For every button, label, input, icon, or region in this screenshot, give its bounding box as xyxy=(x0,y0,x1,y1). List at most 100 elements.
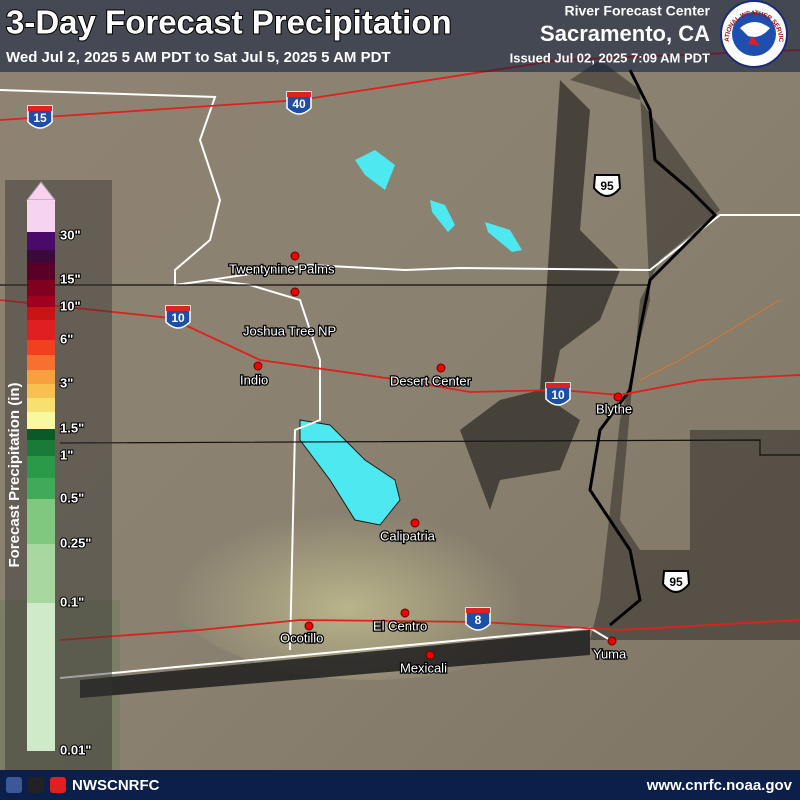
legend-label: 6" xyxy=(60,331,73,346)
color-block xyxy=(27,200,55,232)
place-label: Indio xyxy=(240,372,268,387)
place-dot xyxy=(290,287,300,297)
legend-label: 10" xyxy=(60,298,81,313)
office-line: River Forecast Center xyxy=(564,3,710,19)
period: Wed Jul 2, 2025 5 AM PDT to Sat Jul 5, 2… xyxy=(6,49,391,66)
highway-number: 8 xyxy=(475,613,482,627)
color-block xyxy=(27,440,55,456)
legend-label: 30" xyxy=(60,227,81,242)
x-icon[interactable] xyxy=(28,777,44,793)
place-label: Yuma xyxy=(593,646,627,661)
place-dot xyxy=(436,363,446,373)
us-shield xyxy=(661,570,691,593)
interstate-cap xyxy=(28,106,52,111)
color-block xyxy=(27,296,55,307)
color-block xyxy=(27,280,55,296)
highway-number: 40 xyxy=(292,97,306,111)
places: Twentynine Palms Joshua Tree NP Indio Deser… xyxy=(228,251,633,677)
place-dot xyxy=(613,392,623,402)
highway xyxy=(0,299,800,396)
interstate-cap xyxy=(166,306,190,311)
legend-title: Forecast Precipitation (in) xyxy=(6,382,23,567)
website: www.cnrfc.noaa.gov xyxy=(646,777,793,794)
highway-number: 95 xyxy=(600,179,614,193)
interstate-shield xyxy=(165,305,191,329)
interstate-cap xyxy=(546,383,570,388)
place-dot xyxy=(607,636,617,646)
interstate-shield xyxy=(286,91,312,115)
color-block xyxy=(27,370,55,384)
place-label: Desert Center xyxy=(390,373,472,388)
legend-label: 3" xyxy=(60,375,73,390)
color-block xyxy=(27,232,55,250)
place-label: El Centro xyxy=(373,618,427,633)
color-block xyxy=(27,340,55,355)
place-dot xyxy=(290,251,300,261)
shadow-ridge xyxy=(460,80,620,510)
mexico-strip xyxy=(80,630,590,698)
highway-number: 10 xyxy=(551,388,565,402)
color-block xyxy=(27,384,55,398)
highway-number: 10 xyxy=(171,311,185,325)
color-block xyxy=(27,603,55,751)
interstate-cap xyxy=(466,608,490,613)
legend-panel xyxy=(5,180,112,770)
legend-label: 0.1" xyxy=(60,594,84,609)
color-block xyxy=(27,456,55,478)
title: 3-Day Forecast Precipitation xyxy=(6,4,452,41)
color-block xyxy=(27,499,55,544)
legend-label: 0.25" xyxy=(60,535,91,550)
color-block xyxy=(27,429,55,440)
interstate-shield xyxy=(465,607,491,631)
county-line xyxy=(209,214,800,281)
color-block xyxy=(27,478,55,499)
county-line xyxy=(0,89,321,651)
place-label: Twentynine Palms xyxy=(229,261,335,276)
highway-shields: 15 40 10 10 95 95 8 xyxy=(27,91,691,631)
color-block xyxy=(27,355,55,370)
youtube-icon[interactable] xyxy=(50,777,66,793)
color-block xyxy=(27,544,55,603)
office-name: Sacramento, CA xyxy=(540,21,710,46)
county-line xyxy=(59,439,800,456)
place-dot xyxy=(253,361,263,371)
us-shield xyxy=(592,174,622,197)
highway-number: 95 xyxy=(669,575,683,589)
interstate-shield xyxy=(27,105,53,129)
salton-sea xyxy=(299,419,401,526)
legend-label: 0.5" xyxy=(60,490,84,505)
place-label: Ocotillo xyxy=(280,630,323,645)
highway xyxy=(59,619,800,641)
color-block xyxy=(27,412,55,429)
road xyxy=(639,299,781,381)
place-label: Joshua Tree NP xyxy=(243,323,336,338)
place-label: Blythe xyxy=(596,401,632,416)
legend-labels: 30" 15" 10" 6" 3" 1.5" 1" 0.5" 0.25" 0.1" 0.01" xyxy=(59,226,92,758)
place-label: Mexicali xyxy=(400,660,447,675)
facebook-icon[interactable] xyxy=(6,777,22,793)
legend-label: 0.01" xyxy=(60,742,91,757)
lake xyxy=(430,200,455,232)
issued: Issued Jul 02, 2025 7:09 AM PDT xyxy=(510,50,710,65)
highway-number: 15 xyxy=(33,111,47,125)
place-dot xyxy=(425,650,435,660)
place-dot xyxy=(400,608,410,618)
lake xyxy=(485,222,522,252)
color-block xyxy=(27,262,55,280)
legend-label: 1" xyxy=(60,447,73,462)
place-label: Calipatria xyxy=(380,528,436,543)
interstate-cap xyxy=(287,92,311,97)
interstate-shield xyxy=(545,382,571,406)
legend-label: 15" xyxy=(60,271,81,286)
shadow-az xyxy=(570,60,800,640)
color-block xyxy=(27,307,55,320)
colorbar xyxy=(25,181,57,751)
legend-label: 1.5" xyxy=(60,420,84,435)
lake xyxy=(355,150,395,190)
header-band xyxy=(0,0,800,72)
color-block xyxy=(27,250,55,262)
place-dot xyxy=(304,621,314,631)
social-handle: NWSCNRFC xyxy=(72,777,160,794)
footer-band xyxy=(0,770,800,800)
place-dot xyxy=(410,518,420,528)
